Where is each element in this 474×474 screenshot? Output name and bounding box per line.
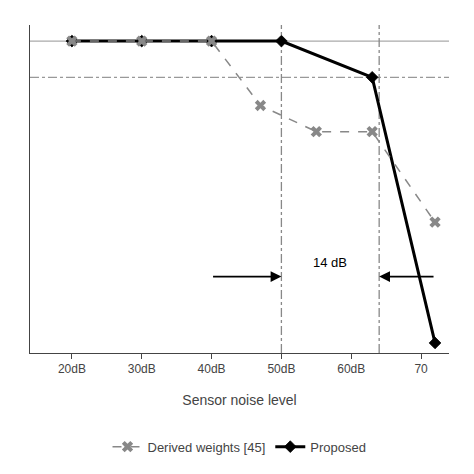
svg-text:14 dB: 14 dB bbox=[313, 255, 347, 270]
svg-text:Sensor noise level: Sensor noise level bbox=[182, 392, 296, 408]
svg-text:60dB: 60dB bbox=[337, 362, 365, 376]
svg-text:40dB: 40dB bbox=[198, 362, 226, 376]
svg-text:50dB: 50dB bbox=[267, 362, 295, 376]
svg-text:20dB: 20dB bbox=[58, 362, 86, 376]
svg-text:70: 70 bbox=[414, 362, 428, 376]
svg-text:30dB: 30dB bbox=[128, 362, 156, 376]
svg-text:Proposed: Proposed bbox=[310, 440, 366, 455]
svg-text:Derived weights [45]: Derived weights [45] bbox=[148, 440, 266, 455]
